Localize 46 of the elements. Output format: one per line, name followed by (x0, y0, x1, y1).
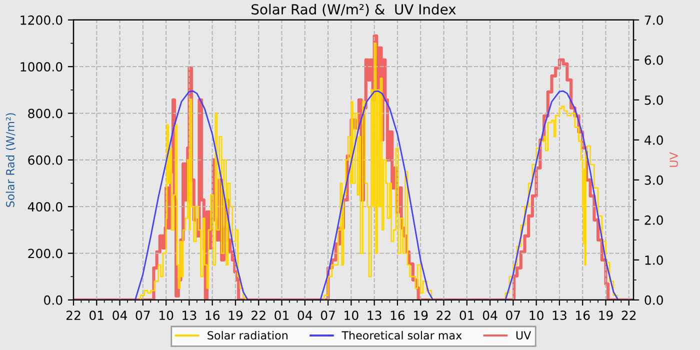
x-tick-label: 04 (482, 310, 498, 320)
y-tick-label: 1000.0 (20, 62, 62, 72)
y2-axis-title: UV (670, 152, 678, 167)
y-tick-label: 800.0 (28, 108, 62, 118)
x-tick-label: 01 (274, 310, 289, 320)
x-tick-label: 19 (599, 310, 613, 320)
x-tick-label: 13 (182, 310, 196, 320)
y2-tick-label: 4.0 (644, 135, 663, 145)
x-tick-label: 01 (460, 310, 474, 320)
y2-tick-label: 3.0 (644, 175, 663, 185)
y-tick-label: 600.0 (28, 155, 62, 165)
chart-title: Solar Rad (W/m²) & UV Index (252, 4, 456, 16)
y-tick-label: 1200.0 (20, 15, 62, 25)
x-tick-label: 13 (552, 310, 566, 320)
y2-tick-label: 0.0 (644, 295, 663, 305)
legend-label: UV (516, 331, 532, 340)
x-tick-label: 10 (159, 310, 174, 320)
x-tick-label: 16 (576, 310, 590, 320)
y-tick-label: 0.0 (44, 295, 62, 305)
y-axis-title: Solar Rad (W/m²) (6, 113, 16, 207)
y2-tick-label: 7.0 (644, 15, 663, 25)
x-tick-label: 22 (622, 310, 636, 320)
x-tick-label: 13 (368, 310, 382, 320)
x-tick-label: 16 (206, 310, 220, 320)
x-tick-label: 07 (506, 310, 520, 320)
legend-label: Solar radiation (208, 330, 288, 340)
y2-tick-label: 2.0 (644, 215, 663, 225)
x-tick-label: 01 (90, 310, 104, 320)
y-tick-label: 400.0 (28, 202, 62, 212)
x-tick-label: 10 (344, 310, 358, 320)
y2-tick-label: 5.0 (644, 95, 663, 105)
x-tick-label: 19 (414, 310, 428, 320)
x-tick-label: 16 (390, 310, 405, 320)
x-tick-label: 10 (530, 310, 544, 320)
x-tick-label: 07 (320, 310, 335, 320)
y-tick-label: 200.0 (28, 248, 62, 258)
x-tick-label: 22 (66, 310, 80, 320)
x-tick-label: 19 (228, 310, 243, 320)
x-tick-label: 04 (298, 310, 312, 320)
x-tick-label: 04 (112, 310, 128, 320)
y2-tick-label: 6.0 (644, 55, 663, 65)
x-tick-label: 07 (136, 310, 150, 320)
x-tick-label: 22 (436, 310, 450, 320)
legend-label: Theoretical solar max (342, 330, 462, 340)
y2-tick-label: 1.0 (645, 255, 663, 265)
x-tick-label: 22 (252, 310, 266, 320)
